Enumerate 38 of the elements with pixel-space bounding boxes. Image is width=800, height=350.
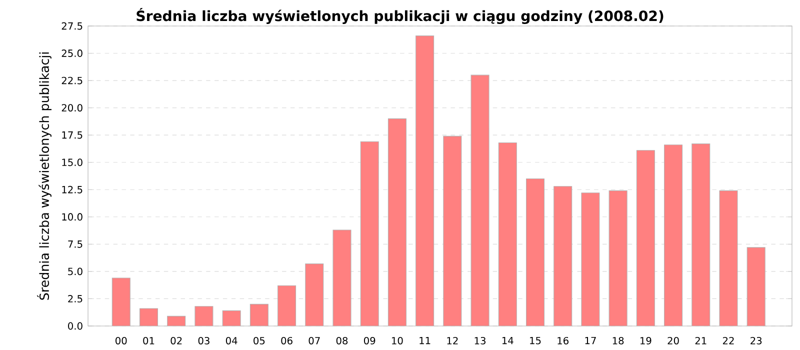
y-axis-title: Średnia liczba wyświetlonych publikacji: [37, 52, 52, 300]
x-tick-label: 15: [530, 336, 541, 344]
y-tick-label: 22.5: [62, 76, 82, 84]
y-tick-label: 27.5: [62, 22, 82, 30]
x-tick-label: 08: [336, 336, 348, 344]
y-tick-label: 17.5: [62, 131, 82, 139]
x-tick-label: 10: [392, 336, 403, 344]
x-tick-label: 23: [750, 336, 762, 344]
x-tick-label: 12: [447, 336, 458, 344]
x-tick-label: 22: [722, 336, 734, 344]
x-tick-label: 20: [668, 336, 679, 344]
y-tick-label: 20.0: [62, 104, 82, 112]
x-tick-label: 14: [502, 336, 514, 344]
y-tick-label: 25.0: [62, 50, 82, 57]
y-tick-label: 2.5: [68, 295, 82, 302]
y-tick-label: 12.5: [62, 186, 82, 194]
x-tick-label: 01: [143, 336, 154, 344]
y-tick-label: 0.0: [68, 322, 82, 330]
x-tick-label: 07: [308, 336, 320, 344]
x-tick-label: 21: [695, 336, 706, 344]
x-tick-label: 11: [420, 336, 430, 344]
x-tick-label: 06: [281, 336, 292, 344]
x-tick-label: 05: [254, 336, 265, 344]
x-tick-label: 18: [612, 336, 624, 344]
y-tick-label: 15.0: [62, 158, 82, 166]
y-tick-label: 7.5: [68, 240, 82, 248]
x-tick-label: 04: [226, 336, 238, 344]
y-tick-label: 10.0: [62, 213, 82, 221]
x-tick-label: 02: [170, 336, 182, 344]
x-tick-label: 00: [116, 336, 127, 344]
chart-title: Średnia liczba wyświetlonych publikacji w ciągu godziny (2008.02): [136, 8, 664, 24]
x-tick-label: 16: [558, 336, 568, 344]
x-tick-label: 09: [364, 336, 376, 344]
y-tick-label: 5.0: [68, 268, 82, 276]
x-tick-label: 17: [585, 336, 596, 344]
x-tick-label: 03: [198, 336, 210, 344]
x-tick-label: 19: [640, 336, 652, 344]
x-tick-label: 13: [474, 336, 486, 344]
